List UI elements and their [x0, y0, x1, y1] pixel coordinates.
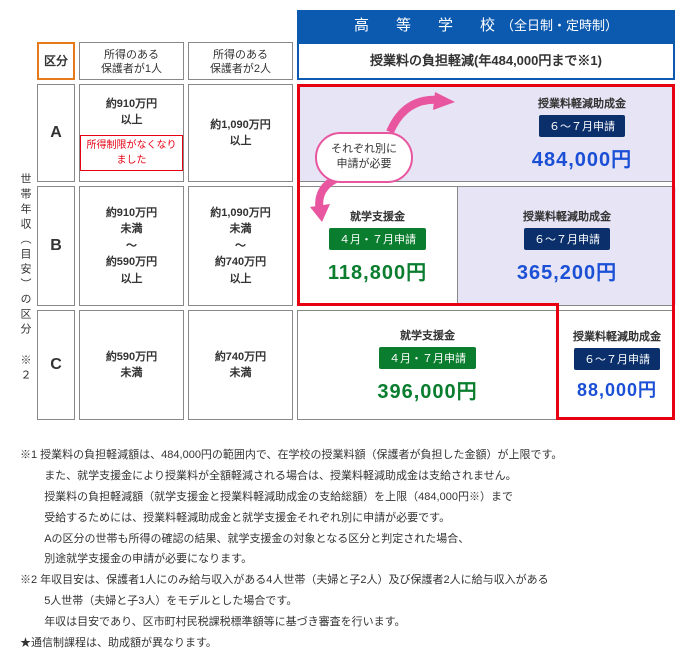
- hs-header-sub: （全日制・定時制）: [501, 18, 618, 33]
- C-right-title: 授業料軽減助成金: [573, 328, 661, 344]
- kubun-C: C: [37, 310, 75, 420]
- kubun-A: A: [37, 84, 75, 182]
- fn-star: ★通信制課程は、助成額が異なります。: [20, 633, 670, 654]
- B-left-amount: 118,800円: [328, 256, 427, 285]
- fn2-l8: 5人世帯（夫婦と子3人）をモデルとした場合です。: [20, 591, 670, 612]
- cell-A-g1: 約910万円 以上 所得制限がなくなりました: [79, 84, 184, 182]
- col-g2-header: 所得のある 保護者が2人: [188, 42, 293, 80]
- kubun-B: B: [37, 186, 75, 306]
- B-left-pill: ４月・７月申請: [329, 228, 426, 250]
- fn1-l6: 別途就学支援金の申請が必要になります。: [20, 549, 670, 570]
- C-right-amount: 88,000円: [577, 376, 657, 402]
- fn1-l2: また、就学支援金により授業料が全額軽減される場合は、授業料軽減助成金は支給されま…: [20, 466, 670, 487]
- cell-B-g2: 約1,090万円 未満 ～ 約740万円 以上: [188, 186, 293, 306]
- fn1-l3: 授業料の負担軽減額（就学支援金と授業料軽減助成金の支給総額）を上限（484,00…: [20, 487, 670, 508]
- cell-B-main: 就学支援金 ４月・７月申請 118,800円 授業料軽減助成金 ６～７月申請 3…: [297, 186, 675, 306]
- arrow-to-A-icon: [385, 92, 455, 137]
- row-B: B 約910万円 未満 ～ 約590万円 以上 約1,090万円 未満 ～ 約7…: [37, 186, 675, 306]
- row-axis-label: 世帯年収（目安）の区分 ※２: [15, 128, 33, 428]
- A-right-title: 授業料軽減助成金: [538, 95, 626, 111]
- callout-separate-apply: それぞれ別に 申請が必要: [315, 132, 413, 183]
- fn1-l1: ※1 授業料の負担軽減額は、484,000円の範囲内で、在学校の授業料額（保護者…: [20, 445, 670, 466]
- C-left-pill: ４月・７月申請: [379, 347, 476, 369]
- row-C: C 約590万円 未満 約740万円 未満 就学支援金 ４月・７月申請 396,…: [37, 310, 675, 420]
- income-limit-removed-note: 所得制限がなくなりました: [80, 135, 183, 171]
- cell-C-main: 就学支援金 ４月・７月申請 396,000円 授業料軽減助成金 ６～７月申請 8…: [297, 310, 675, 420]
- cell-C-g1: 約590万円 未満: [79, 310, 184, 420]
- C-left-title: 就学支援金: [400, 327, 455, 343]
- B-right-pill: ６～７月申請: [524, 228, 610, 250]
- col-kubun-header: 区分: [37, 42, 75, 80]
- B-left-title: 就学支援金: [350, 208, 405, 224]
- fn1-l5: Aの区分の世帯も所得の確認の結果、就学支援金の対象となる区分と判定された場合、: [20, 529, 670, 550]
- fn2-l7: ※2 年収目安は、保護者1人にのみ給与収入がある4人世帯（夫婦と子2人）及び保護…: [20, 570, 670, 591]
- C-left-amount: 396,000円: [377, 375, 477, 404]
- col-g1-header: 所得のある 保護者が1人: [79, 42, 184, 80]
- hs-header-main: 高 等 学 校: [354, 17, 501, 34]
- B-right-amount: 365,200円: [517, 256, 617, 285]
- fn2-l9: 年収は目安であり、区市町村民税課税標準額等に基づき審査を行います。: [20, 612, 670, 633]
- A-right-amount: 484,000円: [532, 143, 632, 172]
- cell-B-g1: 約910万円 未満 ～ 約590万円 以上: [79, 186, 184, 306]
- B-right-title: 授業料軽減助成金: [523, 208, 611, 224]
- footnotes: ※1 授業料の負担軽減額は、484,000円の範囲内で、在学校の授業料額（保護者…: [15, 445, 675, 654]
- col-main-header: 授業料の負担軽減(年484,000円まで※1): [297, 42, 675, 80]
- C-right-pill: ６～７月申請: [574, 348, 660, 370]
- cell-A-g2: 約1,090万円 以上: [188, 84, 293, 182]
- cell-C-g2: 約740万円 未満: [188, 310, 293, 420]
- fn1-l4: 受給するためには、授業料軽減助成金と就学支援金それぞれ別に申請が必要です。: [20, 508, 670, 529]
- hs-header: 高 等 学 校（全日制・定時制）: [297, 10, 675, 42]
- A-right-pill: ６～７月申請: [539, 115, 625, 137]
